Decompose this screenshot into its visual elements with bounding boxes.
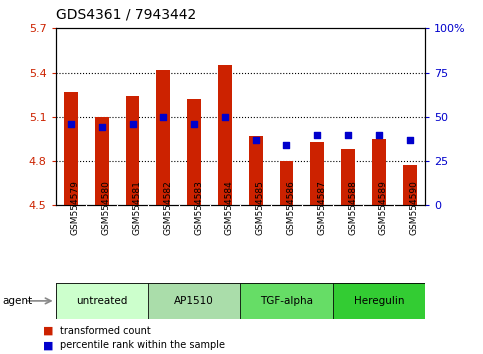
Text: percentile rank within the sample: percentile rank within the sample <box>60 340 226 350</box>
Text: AP1510: AP1510 <box>174 296 214 306</box>
Bar <box>218 65 232 205</box>
Point <box>252 137 259 143</box>
Point <box>67 121 75 127</box>
Text: GSM554587: GSM554587 <box>317 180 327 235</box>
Text: GSM554585: GSM554585 <box>256 180 265 235</box>
Text: ■: ■ <box>43 326 54 336</box>
Bar <box>64 92 78 205</box>
Bar <box>249 136 263 205</box>
Point <box>128 121 136 127</box>
Bar <box>95 117 109 205</box>
Point <box>313 132 321 137</box>
Point <box>98 125 106 130</box>
Point <box>283 142 290 148</box>
Point <box>159 114 167 120</box>
Bar <box>126 96 140 205</box>
Text: GSM554581: GSM554581 <box>132 180 142 235</box>
Bar <box>311 142 324 205</box>
Bar <box>56 283 148 319</box>
Text: GSM554590: GSM554590 <box>410 180 419 235</box>
Bar <box>240 283 333 319</box>
Text: GDS4361 / 7943442: GDS4361 / 7943442 <box>56 7 196 21</box>
Bar <box>403 166 416 205</box>
Text: GSM554583: GSM554583 <box>194 180 203 235</box>
Bar <box>341 149 355 205</box>
Point <box>190 121 198 127</box>
Text: GSM554584: GSM554584 <box>225 180 234 235</box>
Bar <box>280 161 293 205</box>
Text: GSM554588: GSM554588 <box>348 180 357 235</box>
Text: TGF-alpha: TGF-alpha <box>260 296 313 306</box>
Text: GSM554589: GSM554589 <box>379 180 388 235</box>
Point <box>375 132 383 137</box>
Bar <box>333 283 425 319</box>
Text: GSM554580: GSM554580 <box>102 180 111 235</box>
Bar <box>187 99 201 205</box>
Text: Heregulin: Heregulin <box>354 296 404 306</box>
Point <box>406 137 413 143</box>
Bar <box>148 283 241 319</box>
Point <box>221 114 229 120</box>
Text: agent: agent <box>2 296 32 306</box>
Bar <box>372 139 386 205</box>
Text: transformed count: transformed count <box>60 326 151 336</box>
Text: GSM554579: GSM554579 <box>71 180 80 235</box>
Bar <box>156 70 170 205</box>
Text: ■: ■ <box>43 340 54 350</box>
Text: untreated: untreated <box>76 296 128 306</box>
Point <box>344 132 352 137</box>
Text: GSM554582: GSM554582 <box>163 180 172 235</box>
Text: GSM554586: GSM554586 <box>286 180 296 235</box>
